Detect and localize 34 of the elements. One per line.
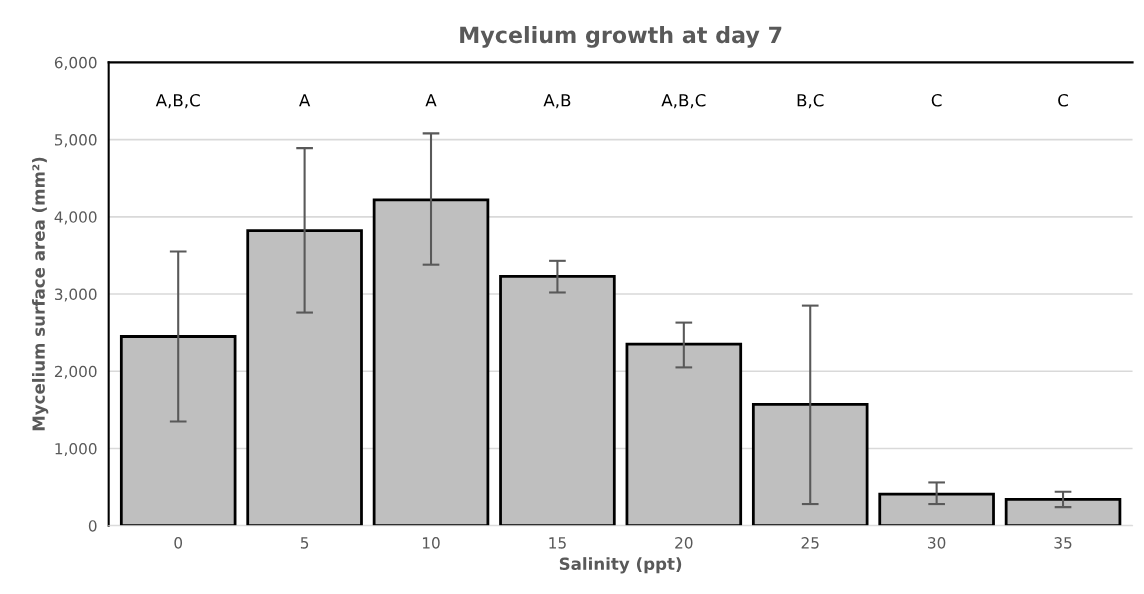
y-tick-label: 6,000 [54,56,97,70]
bar [878,492,995,526]
bar [246,229,363,526]
annotation: A [299,94,311,107]
x-tick-label: 25 [801,537,819,549]
bar [372,198,490,526]
x-tick-label: 35 [1054,537,1072,549]
x-tick-label: 0 [174,537,183,549]
bar [499,274,616,526]
bar [119,335,237,526]
annotation: A,B,C [661,93,706,109]
annotation: C [1058,93,1068,107]
annotation: A [425,94,437,107]
bar [1004,498,1122,526]
y-tick-label: 2,000 [54,365,97,379]
annotation: A,B [543,94,571,109]
x-axis-title: Salinity (ppt) [559,557,682,574]
chart-title: Mycelium growth at day 7 [460,26,782,48]
y-tick-label: 3,000 [55,288,97,302]
annotation: C [931,93,942,107]
y-axis-title: Mycelium surface area (mm²) [32,157,49,431]
x-tick-label: 5 [300,537,309,549]
annotation: A,B,C [155,93,200,109]
y-tick-label: 5,000 [55,134,97,148]
bar [751,403,869,526]
x-tick-label: 20 [675,537,693,549]
annotation: B,C [797,93,824,109]
x-tick-label: 10 [422,537,440,549]
y-tick-label: 1,000 [55,442,97,457]
y-tick-label: 0 [88,520,97,532]
x-tick-label: 15 [549,537,566,549]
x-tick-label: 30 [928,537,946,549]
bar [625,342,743,526]
y-tick-label: 4,000 [54,211,97,225]
